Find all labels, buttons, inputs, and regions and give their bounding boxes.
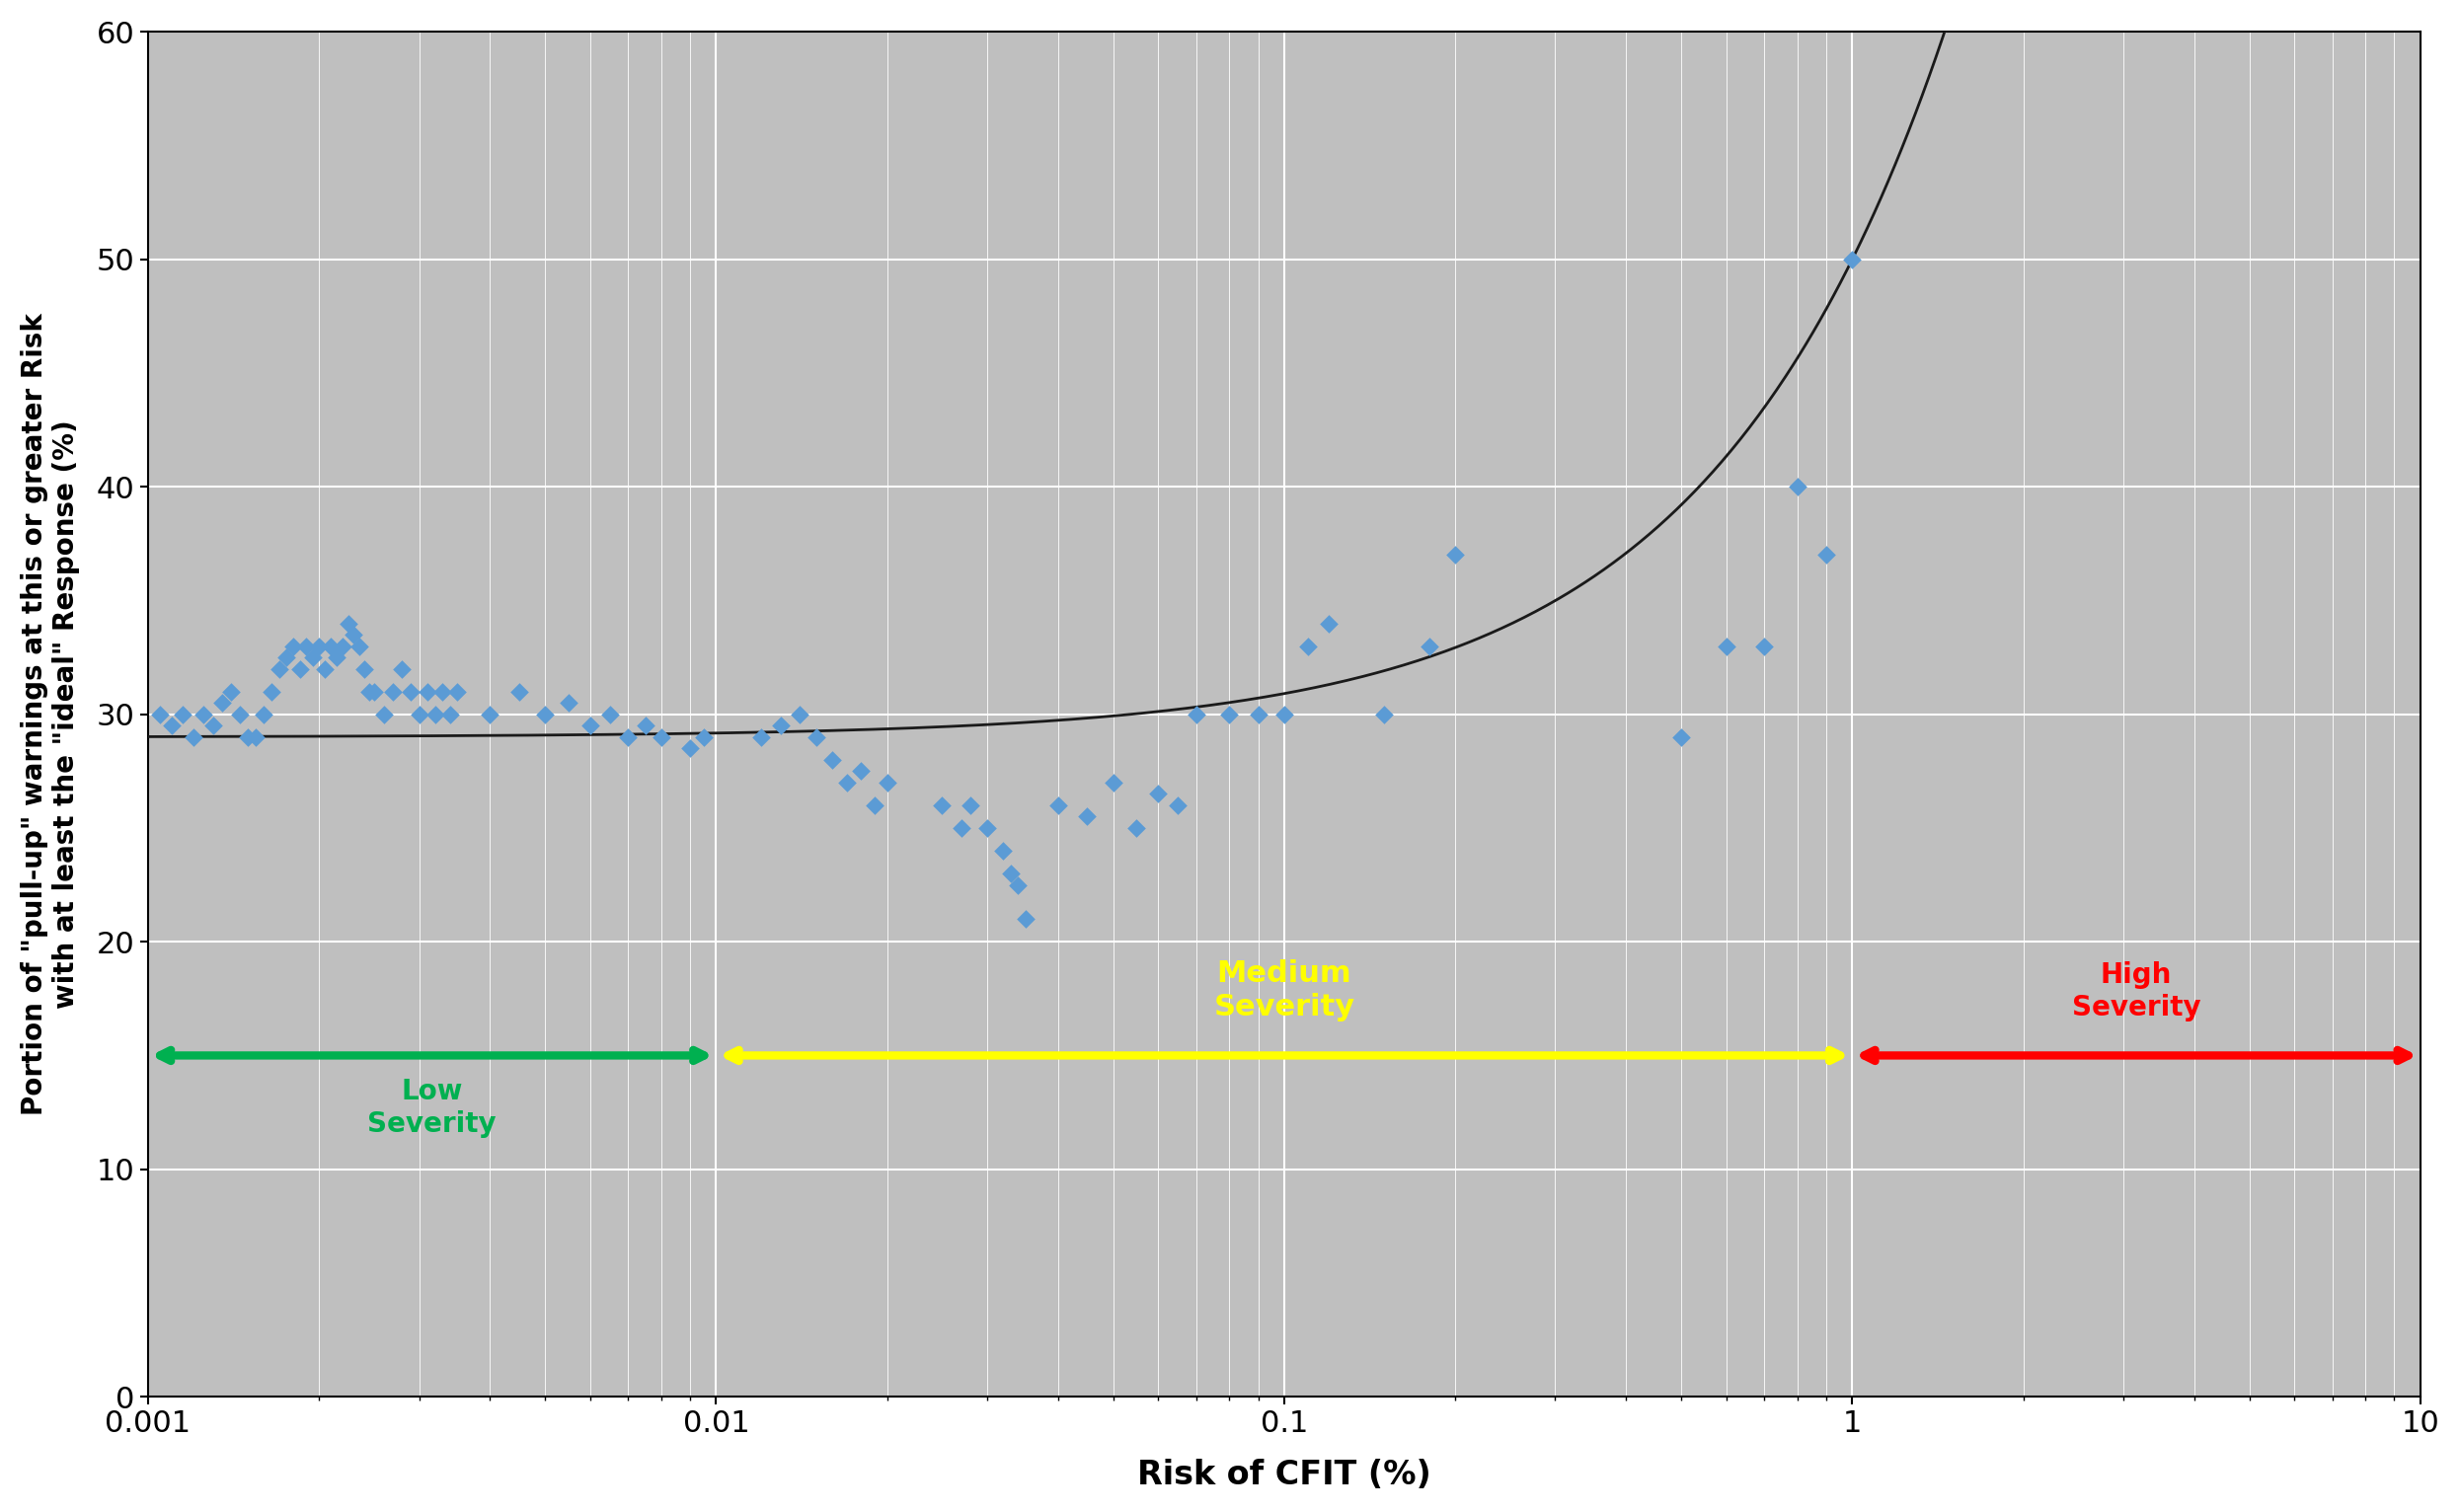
Point: [381, 656, 421, 680]
Point: [172, 724, 212, 748]
Point: [812, 747, 851, 771]
Point: [140, 702, 180, 726]
Point: [399, 702, 438, 726]
Point: [590, 702, 630, 726]
Point: [1365, 702, 1405, 726]
Point: [984, 839, 1023, 863]
X-axis label: Risk of CFIT (%): Risk of CFIT (%): [1137, 1459, 1432, 1491]
Point: [1410, 634, 1449, 658]
Point: [1833, 248, 1872, 272]
Point: [1744, 634, 1784, 658]
Point: [1038, 794, 1077, 818]
Point: [1309, 611, 1348, 635]
Point: [1139, 782, 1178, 806]
Point: [991, 862, 1031, 886]
Text: High
Severity: High Severity: [2071, 962, 2202, 1022]
Point: [280, 656, 320, 680]
Point: [339, 634, 379, 658]
Y-axis label: Portion of "pull-up" warnings at this or greater Risk
with at least the "ideal" : Portion of "pull-up" warnings at this or…: [20, 313, 81, 1116]
Point: [841, 759, 881, 783]
Point: [244, 702, 283, 726]
Point: [999, 872, 1038, 897]
Point: [571, 714, 610, 738]
Point: [470, 702, 509, 726]
Point: [608, 724, 647, 748]
Point: [266, 646, 305, 670]
Point: [1707, 634, 1747, 658]
Point: [1210, 702, 1250, 726]
Point: [854, 794, 893, 818]
Point: [391, 679, 430, 703]
Point: [258, 656, 298, 680]
Point: [1779, 475, 1818, 499]
Point: [625, 714, 664, 738]
Point: [219, 702, 258, 726]
Point: [317, 646, 357, 670]
Point: [780, 702, 819, 726]
Point: [1006, 907, 1046, 931]
Point: [273, 634, 312, 658]
Point: [1437, 543, 1476, 567]
Point: [672, 736, 711, 761]
Point: [423, 679, 462, 703]
Point: [335, 623, 374, 647]
Point: [868, 771, 908, 795]
Point: [202, 691, 241, 715]
Point: [322, 634, 362, 658]
Point: [293, 646, 332, 670]
Point: [288, 634, 327, 658]
Point: [312, 634, 352, 658]
Point: [967, 816, 1006, 841]
Point: [1159, 794, 1198, 818]
Point: [236, 724, 276, 748]
Point: [184, 702, 224, 726]
Point: [354, 679, 394, 703]
Text: Low
Severity: Low Severity: [367, 1078, 497, 1139]
Point: [760, 714, 800, 738]
Point: [374, 679, 413, 703]
Point: [162, 702, 202, 726]
Point: [1095, 771, 1134, 795]
Point: [153, 714, 192, 738]
Point: [827, 771, 866, 795]
Point: [300, 634, 339, 658]
Point: [797, 724, 836, 748]
Point: [344, 656, 384, 680]
Point: [408, 679, 448, 703]
Point: [305, 656, 344, 680]
Point: [1806, 543, 1845, 567]
Point: [212, 679, 251, 703]
Point: [192, 714, 231, 738]
Point: [922, 794, 962, 818]
Point: [499, 679, 539, 703]
Point: [349, 679, 389, 703]
Point: [1660, 724, 1700, 748]
Point: [526, 702, 566, 726]
Point: [330, 611, 369, 635]
Point: [229, 724, 268, 748]
Point: [740, 724, 780, 748]
Point: [416, 702, 455, 726]
Point: [438, 679, 477, 703]
Point: [1117, 816, 1156, 841]
Point: [1176, 702, 1215, 726]
Point: [950, 794, 989, 818]
Point: [642, 724, 681, 748]
Point: [1289, 634, 1328, 658]
Point: [364, 702, 403, 726]
Point: [1264, 702, 1304, 726]
Point: [684, 724, 723, 748]
Point: [430, 702, 470, 726]
Text: Medium
Severity: Medium Severity: [1213, 960, 1355, 1022]
Point: [1237, 702, 1277, 726]
Point: [251, 679, 290, 703]
Point: [1068, 804, 1107, 829]
Point: [549, 691, 588, 715]
Point: [942, 816, 982, 841]
